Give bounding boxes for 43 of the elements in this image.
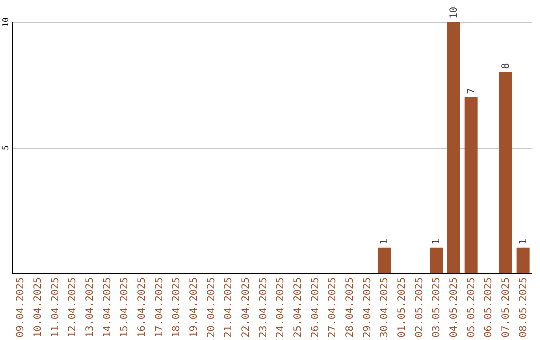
- x-tick-label: 22.04.2025: [241, 278, 252, 338]
- bar: [464, 97, 478, 273]
- x-tick-label: 09.04.2025: [16, 278, 27, 338]
- bar: [378, 248, 392, 273]
- data-label: 8: [501, 63, 512, 70]
- bar: [516, 248, 530, 273]
- x-tick-label: 04.05.2025: [449, 278, 460, 338]
- x-tick-label: 21.04.2025: [224, 278, 235, 338]
- x-tick-label: 05.05.2025: [466, 278, 478, 338]
- x-tick-label: 08.05.2025: [518, 278, 530, 338]
- x-tick-label: 19.04.2025: [189, 278, 200, 338]
- bar: [430, 248, 444, 273]
- x-tick-label: 03.05.2025: [432, 278, 443, 338]
- bar: [448, 22, 460, 273]
- x-tick-label: 29.04.2025: [362, 278, 374, 338]
- x-tick-label: 17.04.2025: [154, 278, 166, 338]
- x-tick-label: 10.04.2025: [33, 278, 44, 338]
- x-tick-label: 01.05.2025: [397, 278, 408, 338]
- x-tick-label: 13.04.2025: [85, 278, 96, 338]
- x-tick-label: 06.05.2025: [484, 278, 495, 338]
- x-tick-label: 12.04.2025: [68, 278, 79, 338]
- data-label: 1: [380, 238, 391, 245]
- data-label: 1: [432, 238, 443, 245]
- x-tick-label: 30.04.2025: [380, 278, 391, 338]
- x-tick-label: 25.04.2025: [293, 278, 304, 338]
- data-label: 10: [449, 6, 460, 19]
- x-tick-label: 15.04.2025: [120, 278, 131, 338]
- x-tick-label: 26.04.2025: [310, 278, 322, 338]
- bar: [500, 72, 512, 273]
- x-tick-label: 16.04.2025: [137, 278, 148, 338]
- x-tick-label: 27.04.2025: [328, 278, 339, 338]
- y-tick-label: 5: [2, 145, 10, 150]
- x-tick-label: 14.04.2025: [102, 278, 114, 338]
- x-tick-label: 18.04.2025: [172, 278, 183, 338]
- x-tick-label: 28.04.2025: [345, 278, 356, 338]
- data-label: 7: [466, 88, 478, 94]
- x-tick-label: 23.04.2025: [258, 278, 270, 338]
- x-tick-label: 24.04.2025: [276, 278, 287, 338]
- data-label: 1: [518, 238, 530, 245]
- x-tick-label: 20.04.2025: [206, 278, 218, 338]
- x-tick-label: 07.05.2025: [501, 278, 512, 338]
- x-tick-label: 02.05.2025: [414, 278, 426, 338]
- x-tick-label: 11.04.2025: [50, 278, 62, 338]
